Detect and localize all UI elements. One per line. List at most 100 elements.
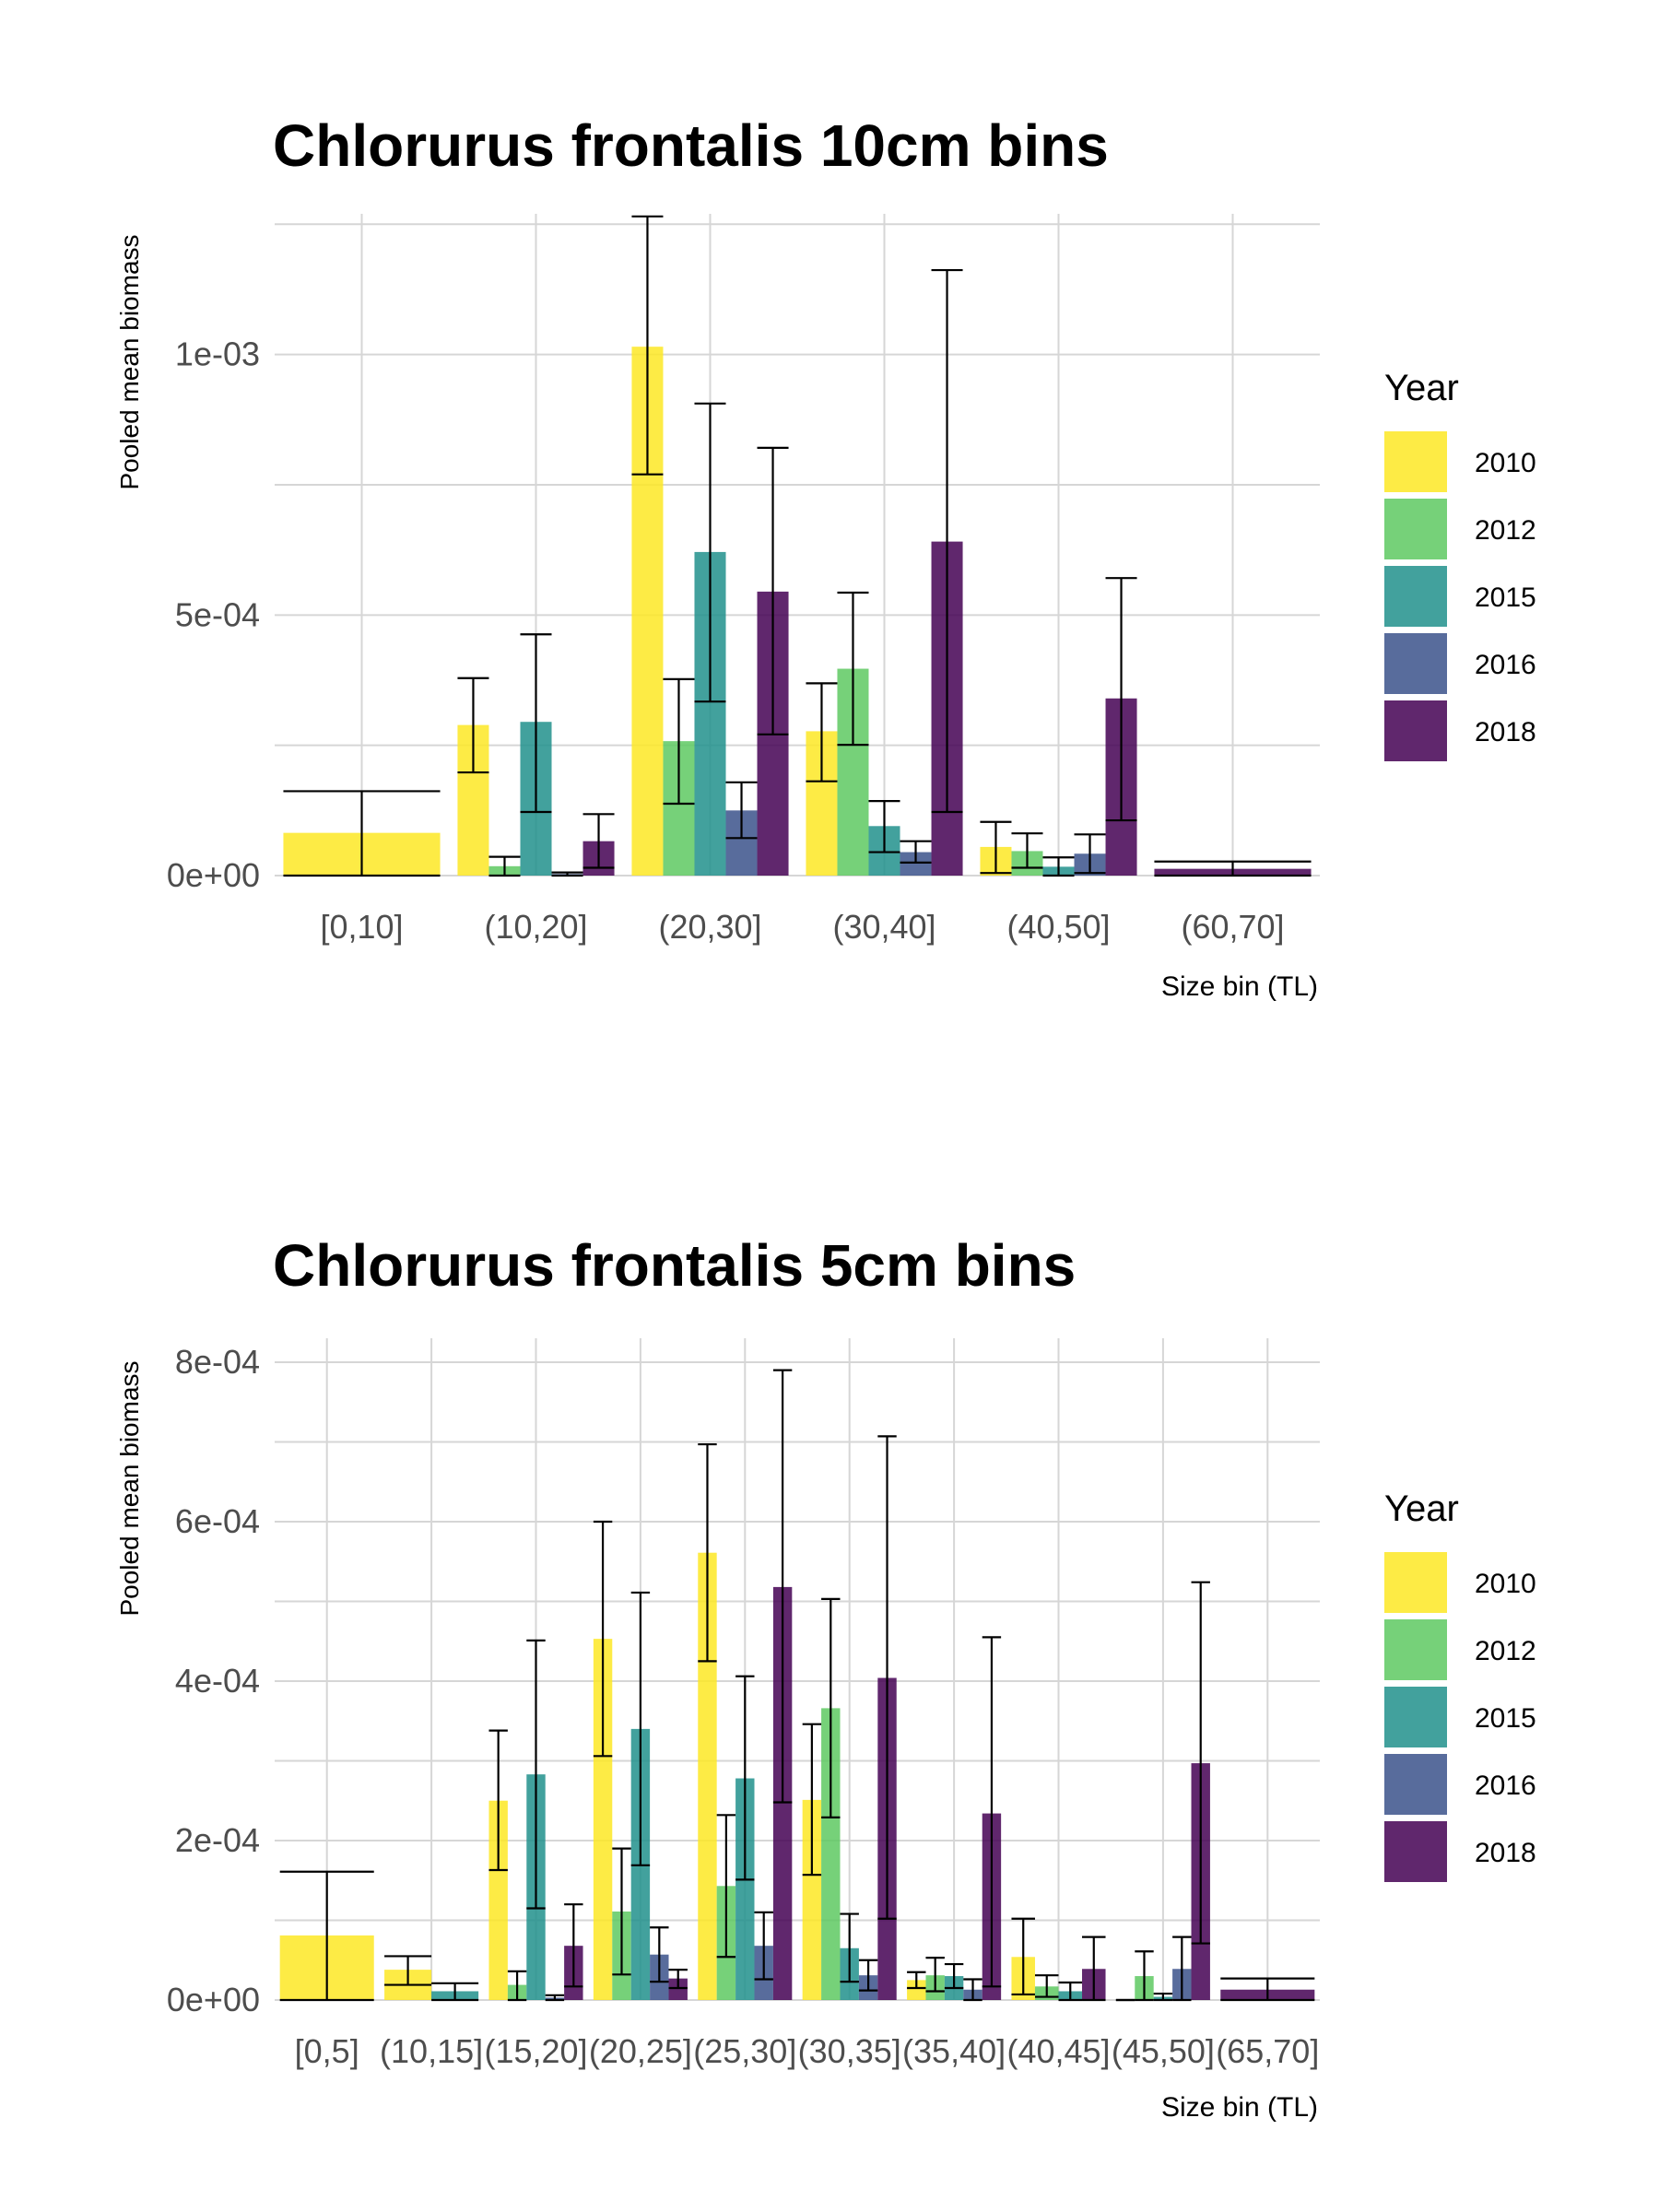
error-bar: [1172, 1936, 1192, 2002]
error-bar: [630, 1591, 651, 1866]
error-bar: [507, 1970, 527, 2002]
x-tick-label: (65,70]: [1216, 2032, 1319, 2070]
x-tick-label: (60,70]: [1181, 908, 1284, 946]
x-tick-label: (10,20]: [484, 908, 587, 946]
y-axis-label: Pooled mean biomass: [115, 1360, 144, 1616]
legend-swatch: [1384, 1754, 1447, 1815]
bar-layer: [279, 1552, 1315, 2000]
error-bar: [1074, 833, 1106, 875]
error-bar: [1034, 1974, 1059, 1998]
error-bar: [858, 1959, 878, 1992]
error-bar: [980, 820, 1012, 875]
legend-label: 2015: [1475, 582, 1536, 613]
error-bar: [821, 1597, 841, 1819]
x-axis-label: Size bin (TL): [1161, 971, 1318, 1002]
error-bar: [1042, 856, 1075, 877]
bar-2012: [821, 1708, 841, 2000]
error-bar: [612, 1847, 631, 1976]
error-bar: [806, 682, 838, 782]
error-bar: [1154, 860, 1312, 877]
error-bar: [725, 781, 758, 840]
x-axis-label: Size bin (TL): [1161, 2092, 1318, 2123]
error-bar: [488, 855, 521, 877]
error-bar: [982, 1636, 1002, 1988]
error-bar: [694, 402, 726, 703]
plot-grid: [275, 1338, 1320, 2001]
error-bar: [650, 1926, 669, 1983]
y-tick-label: 8e-04: [175, 1343, 260, 1381]
chart-title: Chlorurus frontalis 5cm bins: [273, 1232, 1076, 1299]
error-bar: [837, 591, 869, 747]
bar-2018: [668, 1978, 688, 2000]
error-bar: [840, 1912, 859, 1983]
error-bar: [868, 800, 900, 853]
bar-2015: [735, 1778, 755, 2000]
legend-swatch: [1384, 431, 1447, 492]
error-bar: [1011, 832, 1043, 869]
y-tick-label: 5e-04: [175, 595, 260, 633]
error-bar: [457, 677, 489, 774]
legend-label: 2016: [1475, 650, 1536, 680]
error-bar: [754, 1911, 773, 1981]
chart-panel-10cm: Chlorurus frontalis 10cm bins 0e+00 5e-04…: [115, 112, 1536, 1002]
error-bar: [1082, 1936, 1106, 2002]
error-bar: [907, 1971, 926, 1990]
error-bar: [1153, 1992, 1173, 2002]
legend-swatch: [1384, 1821, 1447, 1882]
error-bar: [877, 1435, 897, 1920]
error-bar: [1220, 1977, 1315, 2002]
error-bar: [963, 1978, 982, 2002]
legend-label: 2012: [1475, 515, 1536, 546]
x-tick-label: (20,25]: [589, 2032, 692, 2070]
legend-label: 2016: [1475, 1771, 1536, 1801]
legend-swatch: [1384, 1552, 1447, 1613]
x-tick-label: [0,10]: [320, 908, 403, 946]
bar-2010: [488, 1800, 508, 2000]
y-tick-label: 0e+00: [167, 856, 260, 894]
chart-title: Chlorurus frontalis 10cm bins: [273, 112, 1109, 179]
y-tick-label: 0e+00: [167, 1981, 260, 2018]
legend-swatch: [1384, 566, 1447, 627]
error-bar: [488, 1729, 508, 1872]
chart-panel-5cm: Chlorurus frontalis 5cm bins 0e+00 2e-04 4…: [115, 1232, 1536, 2123]
bar-2010: [907, 1980, 926, 2000]
x-tick-label: (30,40]: [832, 908, 935, 946]
x-tick-labels: [0,10] (10,20] (20,30] (30,40] (40,50] (60,70…: [320, 908, 1284, 946]
error-bar: [564, 1903, 583, 1988]
error-bar: [1105, 577, 1137, 822]
error-bar: [802, 1723, 822, 1877]
legend-swatch: [1384, 1619, 1447, 1680]
x-tick-labels: [0,5] (10,15] (15,20] (20,25] (25,30] (30,35]…: [295, 2032, 1320, 2070]
bar-2010: [802, 1799, 822, 2000]
legend-label: 2010: [1475, 448, 1536, 478]
x-tick-label: (25,30]: [693, 2032, 796, 2070]
error-bar: [1191, 1581, 1210, 1945]
legend-label: 2018: [1475, 717, 1536, 747]
y-tick-label: 6e-04: [175, 1502, 260, 1540]
x-tick-label: (35,40]: [902, 2032, 1006, 2070]
y-tick-label: 2e-04: [175, 1821, 260, 1859]
legend: Year 2010 2012 2015 2016 2018: [1384, 1488, 1536, 1882]
error-bar: [698, 1442, 717, 1663]
error-bar: [1135, 1950, 1154, 2002]
x-tick-label: (15,20]: [484, 2032, 587, 2070]
error-bar: [900, 840, 932, 864]
legend-swatch: [1384, 633, 1447, 694]
error-bar: [431, 1982, 479, 2002]
legend-title: Year: [1384, 368, 1459, 408]
error-bar: [283, 790, 441, 877]
x-tick-label: (30,35]: [798, 2032, 901, 2070]
x-tick-label: (40,45]: [1006, 2032, 1110, 2070]
y-tick-labels: 0e+00 2e-04 4e-04 6e-04 8e-04: [167, 1343, 260, 2018]
legend-label: 2018: [1475, 1838, 1536, 1868]
error-bar: [772, 1369, 793, 1804]
bar-2010: [698, 1552, 717, 2000]
error-bar: [631, 215, 664, 476]
error-bar: [735, 1675, 755, 1881]
x-tick-label: (10,15]: [380, 2032, 483, 2070]
error-bar: [593, 1520, 613, 1758]
plot-grid: [275, 214, 1320, 877]
bar-2010: [593, 1639, 613, 2000]
legend-title: Year: [1384, 1488, 1459, 1529]
